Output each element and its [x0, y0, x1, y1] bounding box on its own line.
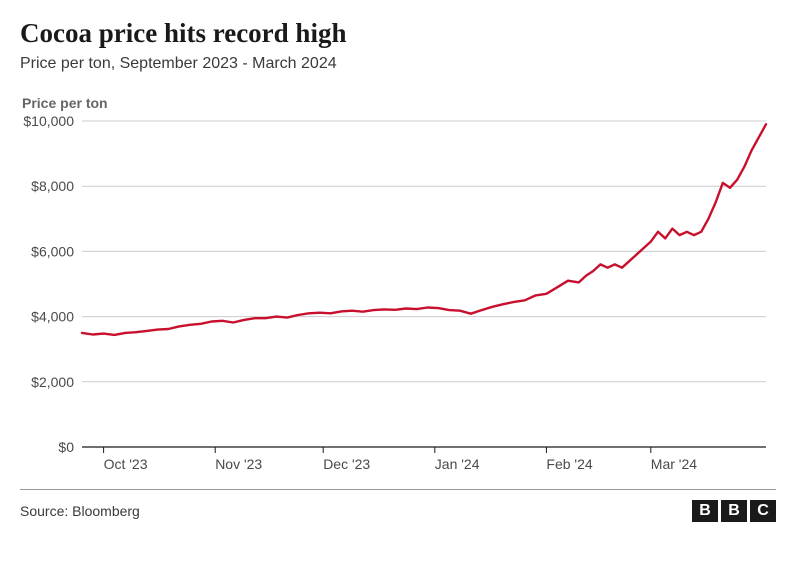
svg-text:Feb '24: Feb '24 [546, 456, 592, 472]
svg-text:$0: $0 [58, 439, 74, 455]
line-chart: $0 $2,000 $4,000 $6,000 $8,000 $10,000 Oct '23… [20, 115, 776, 475]
svg-text:$6,000: $6,000 [31, 243, 74, 259]
svg-text:Dec '23: Dec '23 [323, 456, 370, 472]
bbc-logo-letter: B [721, 500, 747, 522]
bbc-logo: B B C [692, 500, 776, 522]
svg-text:$8,000: $8,000 [31, 178, 74, 194]
svg-text:Mar '24: Mar '24 [651, 456, 697, 472]
svg-text:Nov '23: Nov '23 [215, 456, 262, 472]
svg-text:Oct '23: Oct '23 [104, 456, 148, 472]
bbc-logo-letter: B [692, 500, 718, 522]
svg-text:$4,000: $4,000 [31, 309, 74, 325]
svg-text:$10,000: $10,000 [23, 115, 74, 129]
source-label: Source: Bloomberg [20, 503, 140, 519]
chart-title: Cocoa price hits record high [20, 18, 776, 49]
y-axis-label: Price per ton [22, 95, 776, 111]
bbc-logo-letter: C [750, 500, 776, 522]
footer: Source: Bloomberg B B C [20, 489, 776, 522]
svg-text:$2,000: $2,000 [31, 374, 74, 390]
chart-subtitle: Price per ton, September 2023 - March 20… [20, 55, 776, 73]
chart-area: $0 $2,000 $4,000 $6,000 $8,000 $10,000 Oct '23… [20, 115, 776, 475]
svg-text:Jan '24: Jan '24 [435, 456, 480, 472]
